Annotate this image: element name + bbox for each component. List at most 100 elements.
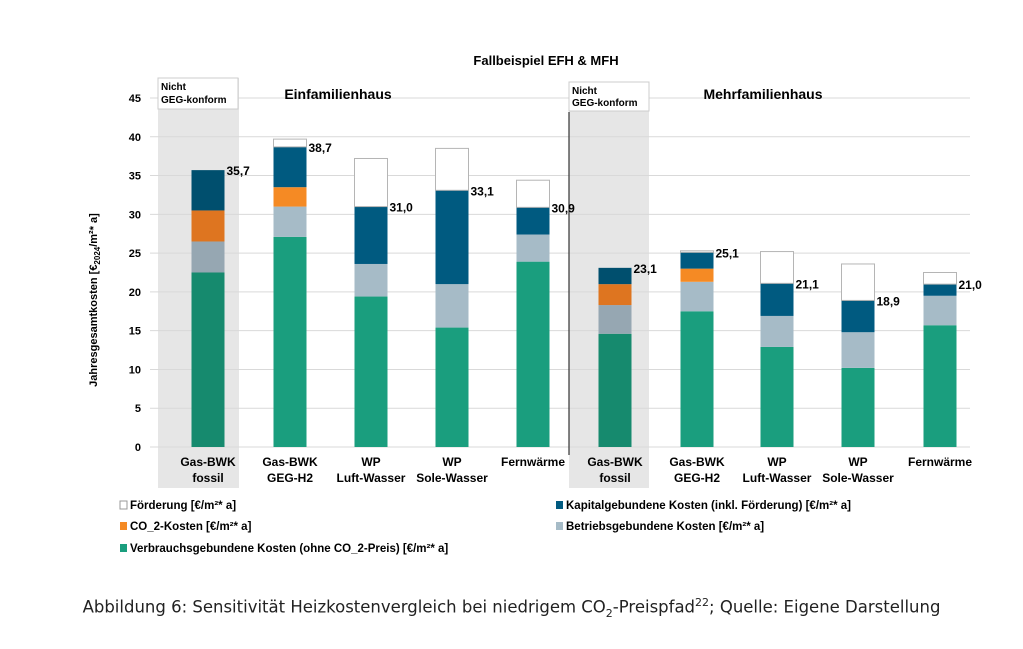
non-conform-note: Nicht xyxy=(161,82,187,93)
y-tick-label: 25 xyxy=(129,248,141,260)
x-tick-label: Sole-Wasser xyxy=(822,471,894,485)
bar-segment xyxy=(435,147,469,191)
data-label: 23,1 xyxy=(634,262,658,276)
bar-segment xyxy=(598,333,632,447)
bar-segment xyxy=(760,346,794,447)
figure-caption: Abbildung 6: Sensitivität Heizkostenverg… xyxy=(0,596,1023,620)
data-label: 18,9 xyxy=(877,294,901,308)
legend-swatch xyxy=(120,544,127,552)
x-tick-label: Fernwärme xyxy=(501,455,565,469)
y-tick-label: 30 xyxy=(129,209,141,221)
non-conform-note-box xyxy=(568,81,650,112)
bar-segment xyxy=(435,190,469,285)
caption-footnote: 22 xyxy=(695,596,710,609)
caption-sub: 2 xyxy=(605,606,613,620)
bar-segment xyxy=(191,241,225,273)
bar-segment xyxy=(191,210,225,242)
group-label: Mehrfamilienhaus xyxy=(703,86,822,102)
bar-segment xyxy=(598,305,632,334)
stacked-bar-chart: 0 5 10 15 20 25 30 35 40 45 Fallbeispiel EFH & MFH… xyxy=(88,53,983,555)
bar-segment xyxy=(354,206,388,264)
bar-segment xyxy=(191,170,225,211)
bar-segment xyxy=(598,267,632,285)
non-conform-note: GEG-konform xyxy=(572,98,638,109)
bar-segment xyxy=(273,146,307,188)
y-tick-label: 35 xyxy=(129,171,141,183)
data-label: 33,1 xyxy=(471,184,495,198)
bar-segment xyxy=(435,327,469,447)
data-label: 35,7 xyxy=(227,164,251,178)
y-tick-label: 15 xyxy=(129,326,141,338)
bar-segment xyxy=(841,300,875,333)
bar-segment xyxy=(273,138,307,148)
data-label: 31,0 xyxy=(390,201,414,215)
x-tick-label: Gas-BWK xyxy=(180,455,236,469)
bar-segment xyxy=(923,295,957,326)
group-label: Einfamilienhaus xyxy=(284,86,392,102)
legend-swatch xyxy=(120,522,127,530)
x-tick-label: GEG-H2 xyxy=(267,471,313,485)
caption-text: Abbildung 6: Sensitivität Heizkostenverg… xyxy=(82,597,606,617)
y-tick-label: 0 xyxy=(135,442,141,454)
bar-segment xyxy=(435,284,469,328)
x-tick-label: Luft-Wasser xyxy=(337,471,406,485)
caption-text-end: ; Quelle: Eigene Darstellung xyxy=(709,597,941,617)
legend-entry: Förderung [€/m²* a] xyxy=(130,500,236,512)
x-tick-label: WP xyxy=(442,455,461,469)
bar-segment xyxy=(354,157,388,208)
x-tick-label: Sole-Wasser xyxy=(416,471,488,485)
bar-segment xyxy=(923,272,957,285)
legend-entry: Verbrauchsgebundene Kosten (ohne CO_2-Pr… xyxy=(130,543,448,555)
bar-segment xyxy=(516,207,550,235)
bar-segment xyxy=(516,261,550,447)
bar-segment xyxy=(273,187,307,207)
bar-segment xyxy=(841,263,875,301)
x-tick-label: Gas-BWK xyxy=(669,455,725,469)
bar-segment xyxy=(273,236,307,447)
legend-entry: Kapitalgebundene Kosten (inkl. Förderung… xyxy=(566,500,851,512)
chart-title: Fallbeispiel EFH & MFH xyxy=(473,53,618,68)
y-tick-label: 10 xyxy=(129,364,141,376)
caption-text-mid: -Preispfad xyxy=(612,597,696,617)
x-tick-label: WP xyxy=(361,455,380,469)
x-tick-label: fossil xyxy=(192,471,223,485)
non-conform-note: Nicht xyxy=(572,86,598,97)
bar-segment xyxy=(680,268,714,282)
bar-segment xyxy=(680,281,714,312)
x-tick-label: Fernwärme xyxy=(908,455,972,469)
bar-segment xyxy=(760,251,794,284)
bar-segment xyxy=(516,234,550,262)
x-tick-label: Gas-BWK xyxy=(587,455,643,469)
y-tick-label: 45 xyxy=(129,93,141,105)
bar-segment xyxy=(516,179,550,208)
bar-segment xyxy=(923,284,957,296)
bar-segment xyxy=(680,250,714,253)
legend-entry: Betriebsgebundene Kosten [€/m²* a] xyxy=(566,521,764,533)
bar-segment xyxy=(841,332,875,368)
y-axis-label: Jahresgesamtkosten [€2024/m²* a] xyxy=(88,213,102,387)
bar-segment xyxy=(273,206,307,237)
data-label: 25,1 xyxy=(716,246,740,260)
data-label: 38,7 xyxy=(309,141,333,155)
x-tick-label: GEG-H2 xyxy=(674,471,720,485)
bar-segment xyxy=(923,325,957,447)
bar-segment xyxy=(841,367,875,447)
bar-segment xyxy=(680,252,714,269)
bar-segment xyxy=(760,315,794,347)
x-tick-label: Luft-Wasser xyxy=(743,471,812,485)
y-tick-label: 20 xyxy=(129,287,141,299)
legend-swatch xyxy=(556,522,563,530)
legend-swatch xyxy=(119,500,128,510)
x-tick-label: WP xyxy=(767,455,786,469)
non-conform-note: GEG-konform xyxy=(161,95,227,106)
data-label: 21,0 xyxy=(959,278,983,292)
bar-segment xyxy=(354,263,388,297)
bar-segment xyxy=(760,283,794,316)
data-label: 21,1 xyxy=(796,277,820,291)
legend-entry: CO_2-Kosten [€/m²* a] xyxy=(130,521,252,533)
bar-segment xyxy=(354,296,388,447)
legend-swatch xyxy=(556,501,563,509)
x-tick-label: Gas-BWK xyxy=(262,455,318,469)
bar-segment xyxy=(680,311,714,447)
y-tick-label: 40 xyxy=(129,132,141,144)
